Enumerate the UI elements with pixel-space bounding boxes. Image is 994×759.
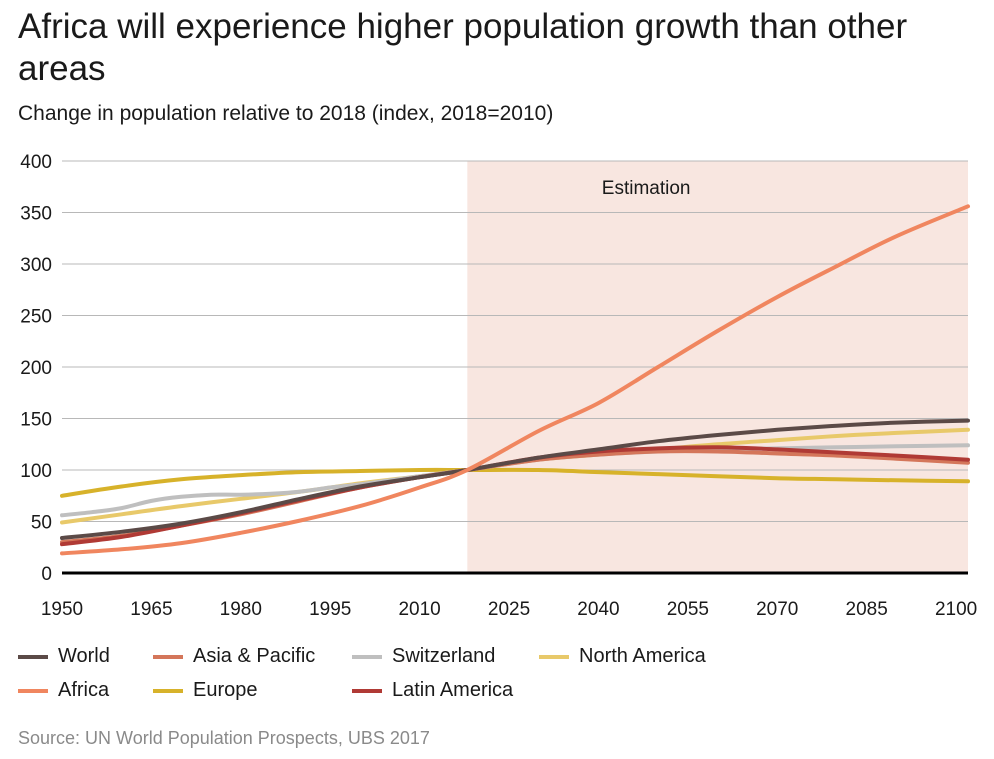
legend-item-asia-pacific: Asia & Pacific <box>153 645 315 668</box>
x-tick-label: 2100 <box>935 599 977 620</box>
x-tick-label: 2070 <box>756 599 798 620</box>
legend-item-world: World <box>18 645 110 668</box>
legend-swatch <box>18 654 48 659</box>
chart-subtitle: Change in population relative to 2018 (i… <box>18 102 554 125</box>
legend-label: Switzerland <box>392 645 496 667</box>
y-tick-label: 0 <box>41 564 52 585</box>
x-tick-label: 2085 <box>846 599 888 620</box>
x-tick-label: 2010 <box>398 599 440 620</box>
y-tick-label: 200 <box>20 358 52 379</box>
legend-label: World <box>58 645 110 667</box>
legend-swatch <box>153 688 183 693</box>
x-tick-label: 1950 <box>41 599 83 620</box>
y-tick-label: 400 <box>20 152 52 173</box>
legend-label: Latin America <box>392 679 514 701</box>
x-tick-label: 1995 <box>309 599 351 620</box>
legend-label: Asia & Pacific <box>193 645 316 667</box>
x-tick-label: 1980 <box>220 599 262 620</box>
chart-title: Africa will experience higher population… <box>18 7 908 88</box>
legend-label: Europe <box>193 679 258 701</box>
legend-label: Africa <box>58 679 110 701</box>
y-tick-label: 300 <box>20 255 52 276</box>
legend-label: North America <box>579 645 706 667</box>
series-line-europe <box>60 467 970 498</box>
line-chart: 0 50 100 150 200 250 300 350 400 1950 1965 1980 1995… <box>20 152 977 620</box>
legend-item-switzerland: Switzerland <box>352 645 495 668</box>
legend-item-europe: Europe <box>153 679 258 702</box>
y-tick-label: 350 <box>20 204 52 225</box>
estimation-label: Estimation <box>602 178 691 199</box>
legend-item-latin-america: Latin America <box>352 679 513 702</box>
legend-swatch <box>352 688 382 693</box>
y-tick-label: 150 <box>20 410 52 431</box>
legend-item-north-america: North America <box>539 645 706 668</box>
source-note: Source: UN World Population Prospects, U… <box>18 728 430 748</box>
x-tick-label: 2040 <box>577 599 619 620</box>
x-tick-label: 2025 <box>488 599 530 620</box>
legend-swatch <box>153 654 183 659</box>
y-tick-label: 250 <box>20 307 52 328</box>
legend-swatch <box>539 654 569 659</box>
legend-item-africa: Africa <box>18 679 109 702</box>
y-tick-label: 50 <box>31 513 52 534</box>
y-tick-label: 100 <box>20 461 52 482</box>
x-tick-label: 2055 <box>667 599 709 620</box>
series-line-africa <box>60 204 970 556</box>
legend-swatch <box>352 654 382 659</box>
series-line-world <box>60 418 970 540</box>
x-tick-label: 1965 <box>130 599 172 620</box>
legend-swatch <box>18 688 48 693</box>
